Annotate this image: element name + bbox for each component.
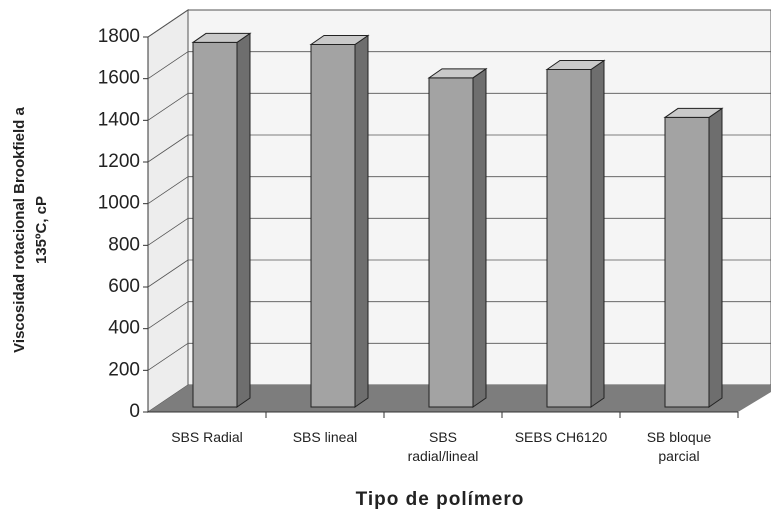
bar-face [427, 68, 488, 79]
x-tick-label: SEBS CH6120 [514, 429, 608, 445]
y-axis-label: 135ºC, cP [33, 196, 50, 264]
grid-line [147, 134, 189, 163]
y-tick-label: 1200 [98, 151, 140, 172]
grid-line [147, 9, 189, 38]
x-axis-label: Tipo de polímero [356, 489, 525, 510]
y-axis-label: Viscosidad rotacional Brookfield a [11, 107, 28, 353]
grid-line [147, 51, 189, 79]
bar-face [545, 60, 606, 70]
bar-face [309, 35, 370, 45]
bar [545, 59, 606, 408]
x-tick-label: SBS lineal [292, 429, 358, 445]
bar-face [428, 77, 474, 408]
bar-face [192, 41, 238, 408]
y-tick-label: 600 [108, 276, 140, 297]
grid-line [147, 343, 189, 371]
x-tick-label: SB bloque parcial [646, 429, 712, 464]
bar-face [664, 116, 710, 408]
y-tick-label: 200 [108, 359, 140, 380]
bar-face [708, 107, 723, 408]
bar [663, 107, 724, 408]
grid-line [147, 301, 189, 329]
bar-face [663, 107, 724, 118]
y-tick-label: 1000 [98, 193, 140, 214]
grid-line [147, 176, 189, 204]
bar-face [546, 69, 592, 408]
bar-face [236, 32, 251, 408]
y-tick-label: 400 [108, 318, 140, 339]
grid-line [147, 93, 189, 121]
grid-line [147, 259, 189, 288]
grid-line [147, 218, 189, 246]
y-tick-label: 1800 [98, 26, 140, 47]
side-wall [147, 9, 189, 413]
x-tick-label: SBS Radial [171, 429, 243, 445]
x-tick-label: SBS radial/lineal [407, 429, 479, 464]
y-tick-label: 1400 [98, 109, 140, 130]
bar [427, 67, 488, 408]
bar-face [472, 67, 487, 408]
y-tick-label: 0 [129, 401, 140, 422]
bar-face [354, 34, 369, 408]
bar [309, 34, 370, 408]
bar [191, 32, 252, 408]
y-tick-label: 1600 [98, 68, 140, 89]
y-tick-label: 800 [108, 234, 140, 255]
bar-face [590, 59, 605, 408]
bar-face [191, 32, 252, 43]
bar-face [310, 44, 356, 408]
